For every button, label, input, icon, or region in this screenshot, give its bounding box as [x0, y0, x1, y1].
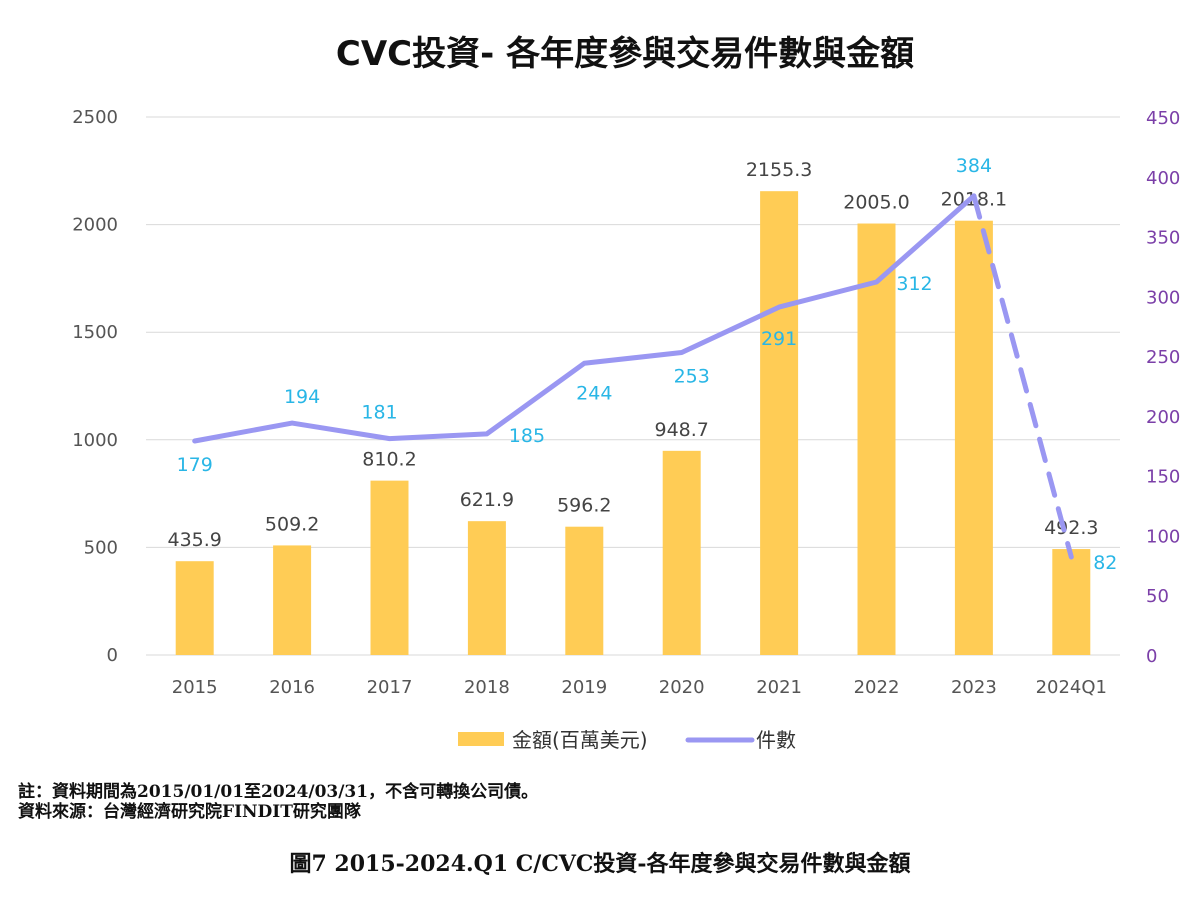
- count-value-label: 244: [576, 382, 612, 404]
- right-tick-label: 0: [1146, 646, 1157, 667]
- bar: [1052, 549, 1091, 655]
- count-value-label: 384: [956, 155, 992, 177]
- x-tick-label: 2021: [756, 677, 802, 698]
- bar-value-label: 509.2: [265, 513, 319, 535]
- bar: [273, 545, 312, 655]
- bar: [370, 480, 409, 655]
- x-tick-label: 2020: [659, 677, 705, 698]
- count-value-label: 82: [1093, 552, 1117, 574]
- left-tick-label: 2500: [72, 107, 118, 128]
- chart-title: CVC投資- 各年度參與交易件數與金額: [336, 34, 914, 74]
- bar: [662, 450, 701, 655]
- left-tick-label: 2000: [72, 215, 118, 236]
- legend: 金額(百萬美元) 件數: [458, 728, 796, 752]
- line-series: [192, 193, 1074, 560]
- left-axis: 0 500 1000 1500 2000 2500: [72, 107, 118, 666]
- x-tick-label: 2016: [269, 677, 315, 698]
- bar-value-label: 810.2: [362, 449, 416, 471]
- bar: [565, 526, 604, 655]
- right-tick-label: 250: [1146, 347, 1180, 368]
- x-tick-label: 2015: [172, 677, 218, 698]
- legend-label-amount: 金額(百萬美元): [512, 728, 648, 752]
- count-value-label: 312: [896, 273, 932, 295]
- legend-swatch-amount: [458, 732, 504, 746]
- chart: CVC投資- 各年度參與交易件數與金額 05001000150020002500…: [72, 34, 1180, 752]
- x-tick-label: 2017: [367, 677, 413, 698]
- left-tick-label: 1500: [72, 322, 118, 343]
- right-tick-label: 300: [1146, 287, 1180, 308]
- x-tick-label: 2018: [464, 677, 510, 698]
- bar-data-labels: 435.9 509.2 810.2 621.9 596.2 948.7 2155.3 2005…: [167, 159, 1098, 551]
- x-tick-label: 2019: [561, 677, 607, 698]
- bar-value-label: 948.7: [654, 419, 708, 441]
- bar-value-label: 596.2: [557, 495, 611, 517]
- right-tick-label: 400: [1146, 168, 1180, 189]
- left-tick-label: 1000: [72, 430, 118, 451]
- count-value-label: 185: [509, 425, 545, 447]
- count-line-dashed-segment: [971, 193, 1074, 560]
- footnote: 註：資料期間為2015/01/01至2024/03/31，不含可轉換公司債。: [18, 782, 539, 802]
- bar-value-label: 492.3: [1044, 517, 1098, 539]
- bar: [760, 191, 799, 655]
- bar: [954, 220, 993, 655]
- count-value-label: 181: [361, 402, 397, 424]
- left-tick-label: 500: [84, 537, 118, 558]
- right-tick-label: 450: [1146, 108, 1180, 129]
- count-value-label: 291: [761, 328, 797, 350]
- bar-value-label: 2005.0: [843, 192, 909, 214]
- count-value-label: 253: [674, 366, 710, 388]
- line-data-labels: 179 194 181 185 244 253 291 312 384 82: [177, 155, 1118, 574]
- source-note: 資料來源：台灣經濟研究院FINDIT研究團隊: [18, 802, 361, 822]
- right-tick-label: 150: [1146, 467, 1180, 488]
- x-axis: 2015 2016 2017 2018 2019 2020 2021 2022 2023 2024…: [172, 677, 1107, 698]
- bar: [175, 561, 214, 655]
- x-tick-label: 2024Q1: [1036, 677, 1107, 698]
- bar-value-label: 435.9: [167, 529, 221, 551]
- right-tick-label: 350: [1146, 228, 1180, 249]
- count-value-label: 194: [284, 386, 320, 408]
- bar-value-label: 621.9: [460, 489, 514, 511]
- right-tick-label: 100: [1146, 526, 1180, 547]
- count-line: [192, 193, 977, 444]
- x-tick-label: 2023: [951, 677, 997, 698]
- x-tick-label: 2022: [854, 677, 900, 698]
- legend-label-count: 件數: [756, 728, 796, 752]
- bar: [467, 521, 506, 655]
- figure-caption: 圖7 2015-2024.Q1 C/CVC投資-各年度參與交易件數與金額: [289, 851, 911, 877]
- bar: [857, 223, 896, 656]
- bar-series: [175, 191, 1091, 656]
- bar-value-label: 2155.3: [746, 159, 812, 181]
- right-tick-label: 200: [1146, 407, 1180, 428]
- count-value-label: 179: [177, 454, 213, 476]
- right-tick-label: 50: [1146, 586, 1169, 607]
- left-tick-label: 0: [107, 645, 118, 666]
- right-axis: 0 50 100 150 200 250 300 350 400 450: [1146, 108, 1180, 667]
